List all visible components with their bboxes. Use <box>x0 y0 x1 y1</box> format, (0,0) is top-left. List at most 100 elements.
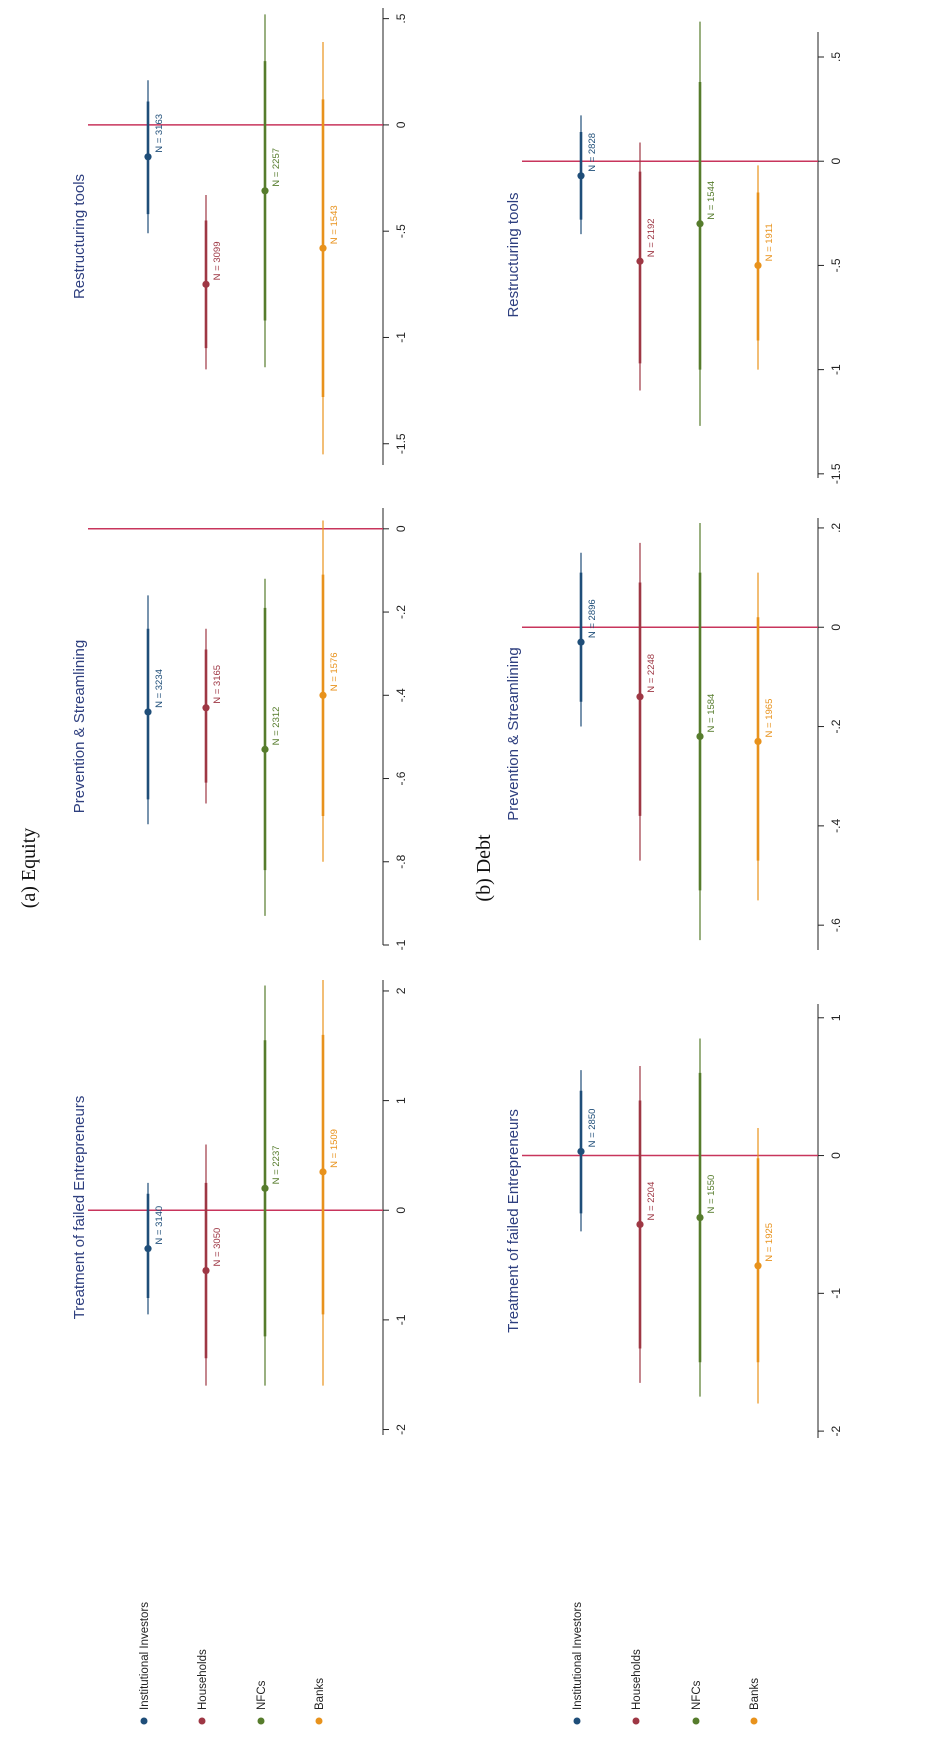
point-estimate <box>319 244 327 252</box>
legend-label: NFCs <box>691 1680 703 1710</box>
point-estimate <box>261 745 269 753</box>
n-label: N = 3163 <box>154 114 165 153</box>
tick-label: 1 <box>394 1097 408 1104</box>
n-label: N = 1544 <box>706 181 717 220</box>
legend-1: Institutional Investors Households NFCs Ban… <box>572 1602 761 1725</box>
point-estimate <box>754 1262 762 1270</box>
tick-label: 1 <box>829 1014 843 1021</box>
n-label: N = 3234 <box>154 669 165 708</box>
panel-4: .2 0 -.2 -.4 -.6 Prevention & Streamlining N =… <box>505 518 843 950</box>
point-estimate <box>319 691 327 699</box>
legend-label: Households <box>631 1649 643 1710</box>
n-label: N = 1911 <box>764 223 775 261</box>
n-label: N = 2248 <box>646 654 657 693</box>
tick-label: -1 <box>829 364 843 375</box>
tick-label: .2 <box>829 523 843 533</box>
tick-label: 0 <box>394 525 408 532</box>
point-estimate <box>577 1147 585 1156</box>
n-label: N = 2257 <box>271 148 282 187</box>
legend-label: Banks <box>314 1678 326 1710</box>
n-label: N = 1509 <box>329 1129 340 1168</box>
n-label: N = 3140 <box>154 1206 165 1245</box>
tick-label: -1.5 <box>394 433 408 454</box>
panel-5: 1 0 -1 -2 Treatment of failed Entrepreneurs N… <box>505 1004 843 1438</box>
tick-label: -1 <box>394 939 408 950</box>
panel-title: Prevention & Streamlining <box>71 640 88 813</box>
panel-3: .5 0 -.5 -1 -1.5 Restructuring tools N = 2828 N… <box>505 21 843 484</box>
point-estimate <box>202 1266 210 1275</box>
n-label: N = 1584 <box>706 694 717 733</box>
point-estimate <box>144 708 152 716</box>
legend-marker <box>198 1717 206 1725</box>
legend-marker <box>140 1717 148 1725</box>
legend-label: Households <box>197 1649 209 1710</box>
point-estimate <box>261 187 269 195</box>
tick-label: 0 <box>829 158 843 165</box>
point-estimate <box>636 1220 644 1229</box>
n-label: N = 1576 <box>329 652 340 691</box>
legend-marker <box>692 1717 700 1725</box>
n-label: N = 3050 <box>212 1228 223 1267</box>
point-estimate <box>202 280 210 288</box>
tick-label: -.5 <box>829 258 843 272</box>
caption-debt: (b) Debt <box>473 834 495 902</box>
n-label: N = 1965 <box>764 699 775 738</box>
panel-title: Treatment of failed Entrepreneurs <box>505 1109 522 1333</box>
n-label: N = 3165 <box>212 665 223 704</box>
legend-label: NFCs <box>256 1680 268 1710</box>
panel-title: Restructuring tools <box>505 192 522 317</box>
n-label: N = 1925 <box>764 1223 775 1262</box>
legend-group: Institutional Investors Households NFCs Ban… <box>139 1602 761 1725</box>
tick-label: -1.5 <box>829 463 843 484</box>
tick-label: -2 <box>394 1424 408 1435</box>
tick-label: -1 <box>394 332 408 343</box>
tick-label: 0 <box>394 1207 408 1214</box>
tick-label: -.6 <box>829 918 843 932</box>
caption-equity: (a) Equity <box>18 828 40 909</box>
tick-label: .5 <box>829 52 843 62</box>
n-label: N = 2828 <box>587 133 598 172</box>
tick-label: -.5 <box>394 224 408 238</box>
point-estimate <box>261 1184 269 1192</box>
panel-title: Restructuring tools <box>71 174 88 299</box>
legend-label: Institutional Investors <box>139 1602 151 1710</box>
n-label: N = 2896 <box>587 599 598 638</box>
legend-marker <box>315 1717 323 1725</box>
tick-label: .5 <box>394 13 408 23</box>
point-estimate <box>636 693 644 701</box>
legend-label: Institutional Investors <box>572 1602 584 1710</box>
tick-label: -1 <box>829 1288 843 1299</box>
point-estimate <box>144 153 152 161</box>
tick-label: 0 <box>829 624 843 631</box>
tick-label: 2 <box>394 987 408 994</box>
n-label: N = 2850 <box>587 1109 598 1148</box>
panel-title: Treatment of failed Entrepreneurs <box>71 1096 88 1320</box>
tick-label: -.2 <box>394 605 408 619</box>
n-label: N = 2312 <box>271 707 282 746</box>
legend-marker <box>750 1717 758 1725</box>
tick-label: -2 <box>829 1425 843 1436</box>
tick-label: 0 <box>829 1152 843 1159</box>
panel-title: Prevention & Streamlining <box>505 647 522 820</box>
panel-0: .5 0 -.5 -1 -1.5 Restructuring tools N = 3163 N… <box>71 8 408 465</box>
legend-label: Banks <box>749 1678 761 1710</box>
n-label: N = 2237 <box>271 1145 282 1184</box>
point-estimate <box>577 638 585 646</box>
tick-label: -.6 <box>394 771 408 785</box>
point-estimate <box>696 1213 704 1222</box>
point-estimate <box>319 1168 327 1176</box>
legend-marker <box>257 1717 265 1725</box>
point-estimate <box>144 1245 152 1253</box>
legend-marker <box>573 1717 581 1725</box>
point-estimate <box>577 172 585 180</box>
panel-1: 0 -.2 -.4 -.6 -.8 -1 Prevention & Streamlining… <box>71 508 408 950</box>
point-estimate <box>696 220 704 228</box>
tick-label: -.8 <box>394 854 408 868</box>
n-label: N = 1543 <box>329 205 340 244</box>
tick-label: -1 <box>394 1314 408 1325</box>
legend-0: Institutional Investors Households NFCs Ban… <box>139 1602 326 1725</box>
n-label: N = 2192 <box>646 218 657 257</box>
n-label: N = 2204 <box>646 1182 657 1221</box>
